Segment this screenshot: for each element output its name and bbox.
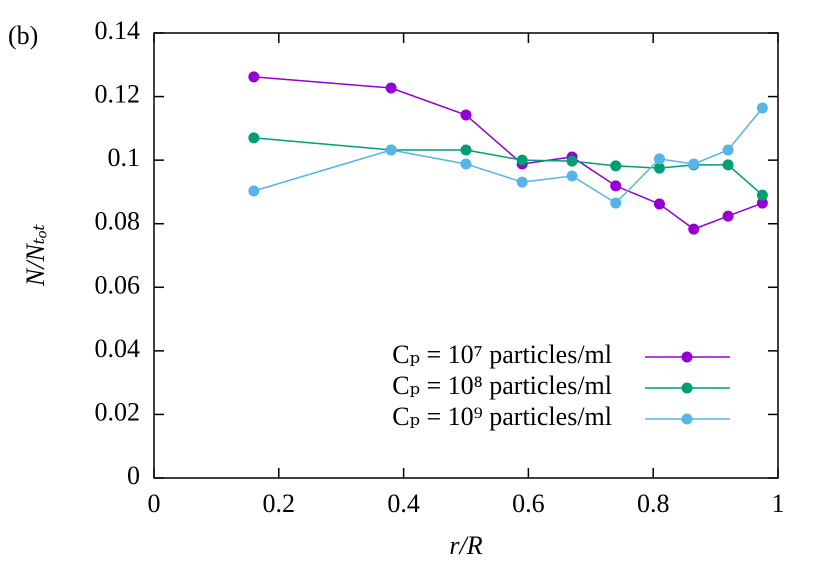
legend-marker (681, 382, 693, 394)
series-line (253, 107, 763, 205)
y-tick-label: 0.1 (108, 143, 141, 172)
data-point (610, 180, 622, 192)
data-point (460, 144, 472, 156)
y-tick-label: 0.04 (95, 334, 141, 363)
data-point (610, 197, 622, 209)
y-tick-label: 0.02 (95, 397, 141, 426)
legend-marker (681, 413, 693, 425)
data-point (756, 102, 768, 114)
legend-label: Cₚ = 10⁹ particles/ml (392, 402, 612, 431)
data-point (722, 210, 734, 222)
data-point (516, 154, 528, 166)
data-point (248, 185, 260, 197)
legend-label: Cₚ = 10⁷ particles/ml (392, 340, 612, 369)
data-point (610, 160, 622, 172)
panel-label: (b) (8, 21, 38, 50)
data-point (460, 109, 472, 121)
data-point (688, 158, 700, 170)
y-tick-label: 0.06 (95, 270, 141, 299)
series-line (253, 76, 763, 230)
data-point (566, 155, 578, 167)
data-point (722, 159, 734, 171)
legend-label: Cₚ = 10⁸ particles/ml (392, 371, 612, 400)
data-point (248, 71, 260, 83)
y-tick-label: 0 (127, 461, 140, 490)
data-point (385, 144, 397, 156)
data-point (653, 198, 665, 210)
data-point (248, 132, 260, 144)
data-point (756, 189, 768, 201)
y-tick-label: 0.12 (95, 80, 141, 109)
data-point (722, 144, 734, 156)
y-axis-label: N/Nₜₒₜ (21, 223, 50, 287)
x-tick-label: 0.4 (387, 489, 420, 518)
x-tick-label: 0.6 (512, 489, 545, 518)
data-point (516, 176, 528, 188)
data-point (756, 197, 768, 209)
data-point (688, 223, 700, 235)
data-point (385, 82, 397, 94)
legend-marker (681, 351, 693, 363)
plot-frame (153, 32, 779, 479)
data-point (460, 158, 472, 170)
data-point (566, 170, 578, 182)
data-point (653, 162, 665, 174)
data-point (653, 153, 665, 165)
x-tick-label: 1 (772, 489, 785, 518)
y-tick-label: 0.08 (95, 207, 141, 236)
x-tick-label: 0 (148, 489, 161, 518)
x-tick-label: 0.8 (637, 489, 670, 518)
y-tick-label: 0.14 (95, 16, 141, 45)
x-axis-label: r/R (449, 531, 482, 560)
x-tick-label: 0.2 (263, 489, 296, 518)
series-line (253, 137, 763, 196)
